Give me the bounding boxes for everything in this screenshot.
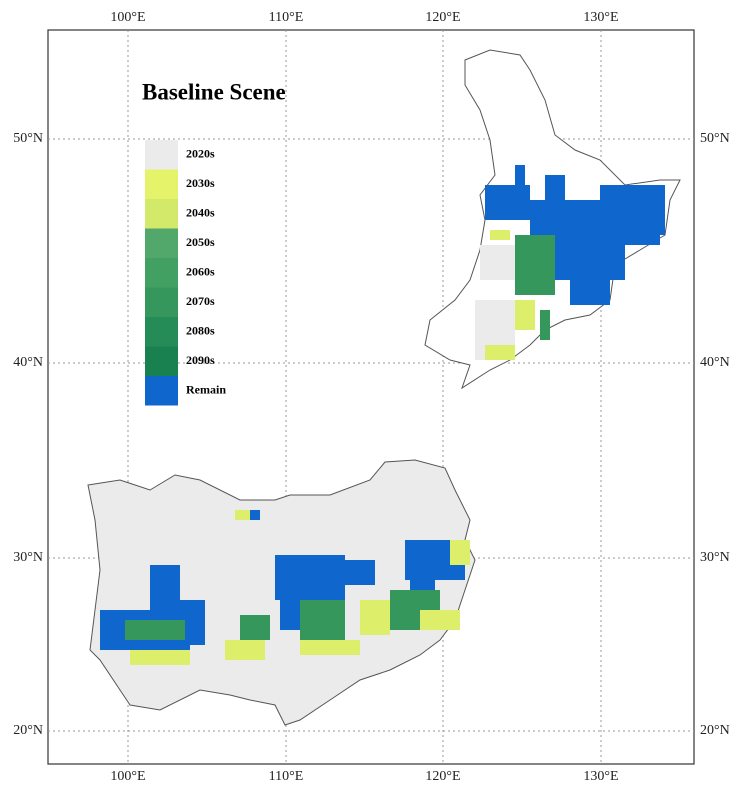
legend-label: 2040s <box>186 206 215 220</box>
x-tick-label: 100°E <box>110 769 145 784</box>
legend-swatch <box>145 199 178 229</box>
legend: 2020s 2030s 2040s 2050s 2060s 2070s 2080s 2090s… <box>145 140 226 406</box>
y-tick-label: 50°N <box>700 131 730 146</box>
x-tick-label: 110°E <box>269 769 304 784</box>
x-tick-label: 120°E <box>425 769 460 784</box>
y-tick-label: 30°N <box>13 550 43 565</box>
grid-cells <box>100 165 665 665</box>
legend-label: 2050s <box>186 235 215 249</box>
legend-swatch <box>145 258 178 288</box>
legend-label: 2080s <box>186 324 215 338</box>
legend-swatch <box>145 317 178 347</box>
legend-swatch <box>145 228 178 258</box>
legend-swatch <box>145 376 178 406</box>
legend-swatch <box>145 169 178 199</box>
y-tick-label: 20°N <box>13 723 43 738</box>
y-tick-label: 50°N <box>13 131 43 146</box>
y-tick-label: 30°N <box>700 550 730 565</box>
x-tick-label: 100°E <box>110 10 145 25</box>
legend-label: 2090s <box>186 353 215 367</box>
y-tick-label: 40°N <box>13 355 43 370</box>
map-title: Baseline Scene <box>142 79 286 104</box>
x-tick-label: 130°E <box>583 769 618 784</box>
legend-swatch <box>145 287 178 317</box>
legend-label: 2070s <box>186 294 215 308</box>
x-tick-label: 120°E <box>425 10 460 25</box>
legend-swatch <box>145 346 178 376</box>
legend-label: 2020s <box>186 147 215 161</box>
x-tick-label: 110°E <box>269 10 304 25</box>
legend-label: Remain <box>186 383 226 397</box>
legend-label: 2060s <box>186 265 215 279</box>
legend-label: 2030s <box>186 176 215 190</box>
y-tick-label: 40°N <box>700 355 730 370</box>
legend-swatch <box>145 140 178 170</box>
x-tick-label: 130°E <box>583 10 618 25</box>
y-tick-label: 20°N <box>700 723 730 738</box>
